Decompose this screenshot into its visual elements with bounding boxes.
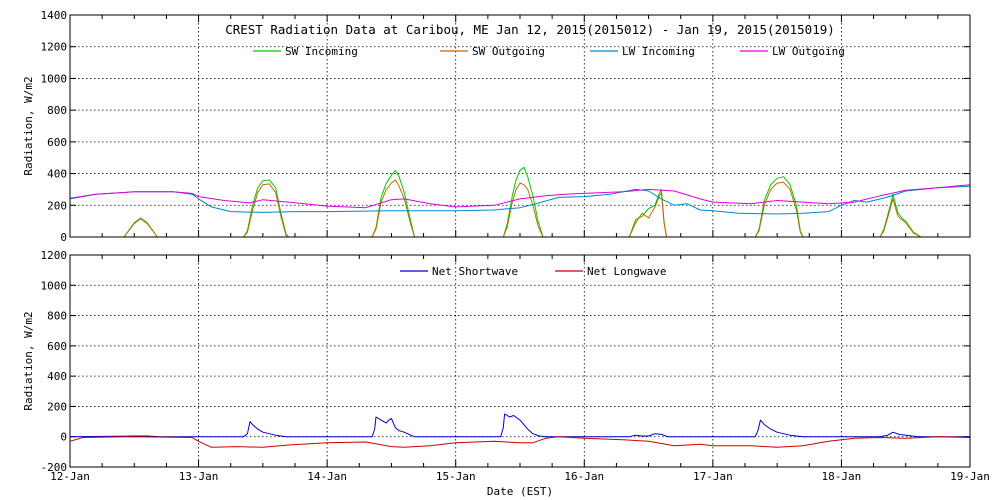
x-tick-label: 17-Jan [693, 470, 733, 483]
y-axis-label: Radiation, W/m2 [22, 311, 35, 410]
series-line-lw-outgoing [69, 184, 971, 209]
x-tick-label: 12-Jan [50, 470, 90, 483]
y-tick-label: 1400 [41, 9, 68, 22]
x-tick-label: 16-Jan [564, 470, 604, 483]
series-line-net-shortwave [69, 413, 970, 438]
legend-label: SW Outgoing [472, 45, 545, 58]
y-tick-label: 0 [60, 231, 67, 244]
x-tick-label: 14-Jan [307, 470, 347, 483]
x-tick-label: 13-Jan [179, 470, 219, 483]
y-tick-label: 200 [47, 400, 67, 413]
y-tick-label: 1200 [41, 249, 68, 262]
legend-label: Net Longwave [587, 265, 666, 278]
legend-label: LW Incoming [622, 45, 695, 58]
legend-label: LW Outgoing [772, 45, 845, 58]
x-axis-label: Date (EST) [487, 485, 553, 498]
y-tick-label: 1000 [41, 279, 68, 292]
y-tick-label: 800 [47, 104, 67, 117]
y-tick-label: 600 [47, 340, 67, 353]
series-line-net-longwave [69, 436, 971, 448]
y-tick-label: 800 [47, 310, 67, 323]
plot-frame [69, 14, 971, 238]
top-panel: 0 200 400 600 800 1000 1200 1400 SW Incoming SW O… [22, 9, 971, 244]
x-tick-label: 18-Jan [822, 470, 862, 483]
y-tick-label: -200 [41, 461, 68, 474]
legend-label: Net Shortwave [432, 265, 518, 278]
y-tick-label: 200 [47, 199, 67, 212]
y-tick-label: 400 [47, 370, 67, 383]
y-tick-label: 1200 [41, 41, 68, 54]
y-tick-label: 600 [47, 136, 67, 149]
series-line-lw-incoming [69, 185, 971, 215]
bottom-panel: -200 0 200 400 600 800 1000 1200 Net Shortwave Ne… [22, 249, 990, 498]
x-tick-label: 15-Jan [436, 470, 476, 483]
legend-label: SW Incoming [285, 45, 358, 58]
y-tick-label: 1000 [41, 72, 68, 85]
series-line-sw-outgoing [70, 179, 970, 238]
x-tick-label: 19-Jan [950, 470, 990, 483]
y-tick-label: 400 [47, 168, 67, 181]
series-line-sw-incoming [70, 166, 970, 238]
y-axis-label: Radiation, W/m2 [22, 76, 35, 175]
chart-title: CREST Radiation Data at Caribou, ME Jan … [225, 22, 835, 37]
y-tick-label: 0 [60, 431, 67, 444]
plot-frame [69, 254, 971, 468]
